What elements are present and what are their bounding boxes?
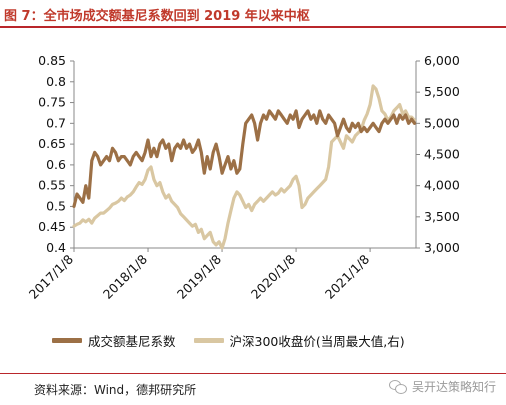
x-tick-label: 2021/1/8 xyxy=(322,251,372,301)
legend-label-csi300: 沪深300收盘价(当周最大值,右) xyxy=(229,333,405,349)
y-right-tick-label: 5,500 xyxy=(424,84,460,99)
watermark: 吴开达策略知行 xyxy=(388,378,496,395)
legend-label-gini: 成交额基尼系数 xyxy=(88,333,176,349)
watermark-text: 吴开达策略知行 xyxy=(411,380,496,394)
chart-axes xyxy=(70,60,420,252)
x-tick-label: 2019/1/8 xyxy=(174,251,224,301)
chart: 0.85 0.8 0.75 0.7 0.65 0.6 0.55 0.5 0.45 0.4 6,000… xyxy=(26,53,460,302)
title-rule xyxy=(0,26,506,28)
series-line-csi300 xyxy=(72,84,417,250)
y-left-tick-label: 0.5 xyxy=(46,198,66,213)
y-left-tick-label: 0.8 xyxy=(46,74,66,89)
y-left-tick-label: 0.55 xyxy=(38,178,66,193)
x-tick-label: 2017/1/8 xyxy=(26,251,76,301)
chart-series xyxy=(72,84,417,250)
legend-item-csi300: 沪深300收盘价(当周最大值,右) xyxy=(193,331,405,350)
y-left-tick-label: 0.45 xyxy=(38,219,66,234)
legend: 成交额基尼系数 沪深300收盘价(当周最大值,右) xyxy=(52,330,405,350)
legend-item-gini: 成交额基尼系数 xyxy=(52,331,176,350)
y-left-tick-label: 0.65 xyxy=(38,136,66,151)
wechat-icon xyxy=(388,379,407,395)
figure-title: 图 7：全市场成交额基尼系数回到 2019 年以来中枢 xyxy=(4,9,310,24)
y-right-tick-label: 5,000 xyxy=(424,115,460,130)
footer-rule xyxy=(0,373,506,374)
y-left-tick-label: 0.75 xyxy=(38,95,66,110)
legend-swatch-gini xyxy=(52,337,82,343)
y-left-tick-label: 0.4 xyxy=(46,240,66,255)
y-right-tick-label: 6,000 xyxy=(424,53,460,68)
y-right-tick-label: 3,000 xyxy=(424,240,460,255)
y-left-tick-label: 0.7 xyxy=(46,115,66,130)
series-line-gini xyxy=(72,109,417,208)
x-tick-label: 2020/1/8 xyxy=(248,251,298,301)
y-right-tick-label: 3,500 xyxy=(424,209,460,224)
y-right-tick-label: 4,000 xyxy=(424,178,460,193)
y-left-tick-label: 0.6 xyxy=(46,157,66,172)
legend-swatch-csi300 xyxy=(193,337,224,343)
x-tick-label: 2018/1/8 xyxy=(100,251,150,301)
y-right-tick-label: 4,500 xyxy=(424,147,460,162)
source-note: 资料来源：Wind，德邦研究所 xyxy=(34,383,197,397)
y-left-tick-label: 0.85 xyxy=(38,53,66,68)
